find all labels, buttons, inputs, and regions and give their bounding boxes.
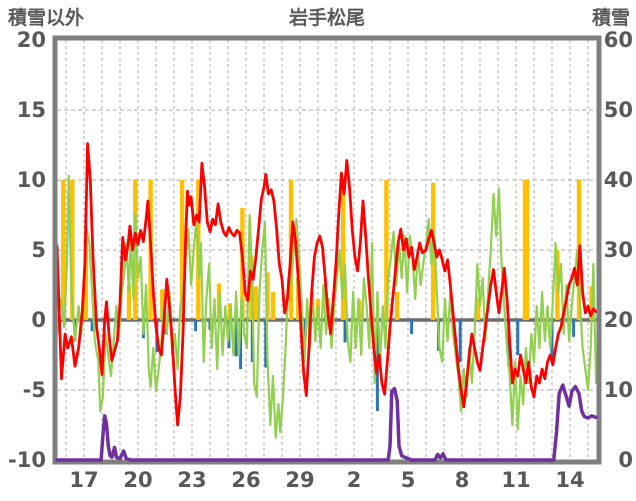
left-axis-tick: -10 [8,448,46,472]
precip-bar [70,180,75,320]
precip-bar [253,286,259,320]
right-axis-tick: 20 [604,308,633,332]
plot-border [52,35,602,465]
blue-bar [410,320,414,334]
blue-bar [194,320,198,332]
precip-bar [476,297,481,320]
x-axis-tick: 26 [231,468,260,492]
page-title: 岩手松尾 [288,6,365,29]
x-axis-tick: 17 [69,468,98,492]
blue-bar [90,320,94,332]
x-axis-tick: 14 [555,468,584,492]
red-series-line [55,142,598,427]
blue-bar [163,320,167,334]
right-axis-tick: 50 [604,98,633,122]
right-axis-tick: 40 [604,168,633,192]
precip-bar [395,292,400,320]
left-axis-tick: 20 [17,28,46,52]
precip-bar [270,292,276,320]
blue-bar [234,320,238,357]
precip-bar [384,180,389,320]
left-axis-tick: 0 [31,308,46,332]
left-axis-tick: 15 [17,98,46,122]
right-axis-tick: 0 [618,448,633,472]
x-axis-tick: 2 [347,468,362,492]
blue-bar [458,320,462,362]
green-series-line [55,174,598,439]
precip-bar [524,180,530,320]
precip-bar [179,180,185,320]
precip-bar [265,272,270,320]
blue-bar [516,320,520,355]
blue-bar [264,320,268,368]
right-axis-tick: 30 [604,238,633,262]
x-axis-tick: 5 [401,468,416,492]
precip-bar [61,180,66,320]
snow-depth-line [55,383,598,462]
x-axis-tick: 29 [285,468,314,492]
blue-bar [343,320,347,343]
precip-bar [126,285,132,320]
left-axis-tick: 5 [31,238,46,262]
right-axis-title: 積雪 [592,6,630,29]
x-axis-tick: 8 [455,468,470,492]
precip-bar [160,289,165,320]
precip-bar [341,181,346,320]
left-axis-tick: 10 [17,168,46,192]
x-axis-tick: 11 [501,468,530,492]
x-axis-tick: 20 [123,468,152,492]
precip-bar [83,238,88,320]
left-axis-tick: -5 [23,378,46,402]
blue-bar [572,320,576,337]
right-axis-tick: 60 [604,28,633,52]
blue-bar [550,320,554,360]
left-axis-title: 積雪以外 [8,6,84,29]
right-axis-tick: 10 [604,378,633,402]
blue-bar [239,320,243,369]
x-axis-tick: 23 [177,468,206,492]
